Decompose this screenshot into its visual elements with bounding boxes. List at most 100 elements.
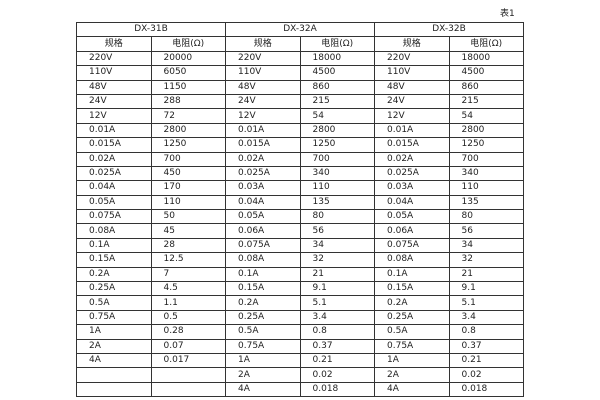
spec-cell: 0.15A <box>225 281 301 297</box>
caption: 表1 <box>500 9 515 19</box>
resistance-cell: 18000 <box>299 50 375 67</box>
resistance-cell: 170 <box>150 180 226 196</box>
resistance-cell: 1250 <box>299 137 375 153</box>
resistance-cell: 215 <box>448 93 524 110</box>
spec-cell: 4A <box>76 352 152 369</box>
resistance-cell: 20000 <box>150 50 226 67</box>
spec-cell: 12V <box>374 108 450 124</box>
data-row: 0.075A 50 0.05A 80 0.05A 80 <box>76 209 524 225</box>
spec-cell: 110V <box>225 65 301 81</box>
resistance-cell: 6050 <box>150 65 226 81</box>
resistance-cell: 110 <box>299 180 375 196</box>
title-row: DX-31B DX-32A DX-32B <box>76 21 524 38</box>
spec-cell: 0.1A <box>225 266 301 283</box>
data-row: 4A 0.018 4A 0.018 <box>76 381 524 398</box>
data-row: 2A 0.02 2A 0.02 <box>76 367 524 383</box>
resistance-cell: 21 <box>448 266 524 283</box>
spec-cell: 0.03A <box>374 180 450 196</box>
resistance-cell: 28 <box>150 237 226 254</box>
resistance-cell: 0.02 <box>448 367 524 383</box>
data-row: 0.02A 700 0.02A 700 0.02A 700 <box>76 151 524 167</box>
spec-cell: 1A <box>225 352 301 369</box>
resistance-cell: 0.21 <box>299 352 375 369</box>
group-title: DX-32B <box>374 21 524 38</box>
spec-cell: 220V <box>76 50 152 67</box>
resistance-cell: 860 <box>448 79 524 95</box>
spec-cell: 0.015A <box>76 137 152 153</box>
data-row: 0.15A 12.5 0.08A 32 0.08A 32 <box>76 252 524 268</box>
spec-cell: 0.03A <box>225 180 301 196</box>
data-row: 0.75A 0.5 0.25A 3.4 0.25A 3.4 <box>76 309 524 326</box>
spec-cell: 2A <box>374 367 450 383</box>
resistance-cell: 0.8 <box>448 324 524 340</box>
spec-cell: 0.25A <box>225 309 301 326</box>
data-row: 0.025A 450 0.025A 340 0.025A 340 <box>76 165 524 182</box>
spec-cell: 48V <box>76 79 152 95</box>
resistance-cell: 0.8 <box>299 324 375 340</box>
resistance-cell <box>150 381 226 398</box>
data-row: 4A 0.017 1A 0.21 1A 0.21 <box>76 352 524 369</box>
spec-cell: 0.5A <box>374 324 450 340</box>
data-row: 1A 0.28 0.5A 0.8 0.5A 0.8 <box>76 324 524 340</box>
spec-cell: 1A <box>374 352 450 369</box>
resistance-cell: 110 <box>448 180 524 196</box>
spec-cell: 0.1A <box>76 237 152 254</box>
resistance-cell: 1150 <box>150 79 226 95</box>
resistance-cell: 56 <box>448 223 524 239</box>
resistance-cell: 12.5 <box>150 252 226 268</box>
resistance-cell: 135 <box>448 194 524 211</box>
spec-cell: 220V <box>225 50 301 67</box>
resistance-cell: 700 <box>299 151 375 167</box>
resistance-cell: 0.018 <box>299 381 375 398</box>
resistance-cell: 45 <box>150 223 226 239</box>
spec-cell: 0.015A <box>225 137 301 153</box>
resistance-cell: 50 <box>150 209 226 225</box>
resistance-cell: 34 <box>448 237 524 254</box>
data-row: 0.1A 28 0.075A 34 0.075A 34 <box>76 237 524 254</box>
resistance-cell: 72 <box>150 108 226 124</box>
resistance-cell: 2800 <box>299 122 375 139</box>
resistance-cell: 9.1 <box>299 281 375 297</box>
data-row: 0.25A 4.5 0.15A 9.1 0.15A 9.1 <box>76 281 524 297</box>
spec-cell: 4A <box>374 381 450 398</box>
spec-cell: 12V <box>76 108 152 124</box>
spec-cell: 0.08A <box>76 223 152 239</box>
spec-cell: 0.075A <box>374 237 450 254</box>
resistance-cell: 7 <box>150 266 226 283</box>
resistance-cell: 110 <box>150 194 226 211</box>
column-header: 规格 <box>76 36 152 52</box>
resistance-cell: 215 <box>299 93 375 110</box>
resistance-cell: 1250 <box>448 137 524 153</box>
spec-cell: 0.025A <box>76 165 152 182</box>
spec-cell: 0.05A <box>76 194 152 211</box>
resistance-cell: 56 <box>299 223 375 239</box>
spec-cell: 110V <box>374 65 450 81</box>
spec-cell: 0.01A <box>374 122 450 139</box>
spec-cell: 0.05A <box>225 209 301 225</box>
resistance-cell: 3.4 <box>299 309 375 326</box>
spec-cell: 0.5A <box>225 324 301 340</box>
spec-cell: 0.04A <box>76 180 152 196</box>
resistance-table: DX-31B DX-32A DX-32B 规格 电阻(Ω) 规格 电阻(Ω) 规格 电阻(Ω) 2… <box>76 21 524 398</box>
header-row: 规格 电阻(Ω) 规格 电阻(Ω) 规格 电阻(Ω) <box>76 36 524 52</box>
spec-cell: 0.08A <box>225 252 301 268</box>
spec-cell: 0.25A <box>76 281 152 297</box>
resistance-cell: 340 <box>448 165 524 182</box>
resistance-cell: 54 <box>448 108 524 124</box>
spec-cell: 0.025A <box>225 165 301 182</box>
data-row: 0.01A 2800 0.01A 2800 0.01A 2800 <box>76 122 524 139</box>
spec-cell: 1A <box>76 324 152 340</box>
column-header: 电阻(Ω) <box>299 36 375 52</box>
resistance-cell: 5.1 <box>299 295 375 311</box>
resistance-cell: 9.1 <box>448 281 524 297</box>
spec-cell <box>76 381 152 398</box>
data-row: 0.5A 1.1 0.2A 5.1 0.2A 5.1 <box>76 295 524 311</box>
data-row: 0.015A 1250 0.015A 1250 0.015A 1250 <box>76 137 524 153</box>
spec-cell: 0.15A <box>76 252 152 268</box>
resistance-cell: 0.28 <box>150 324 226 340</box>
data-row: 0.08A 45 0.06A 56 0.06A 56 <box>76 223 524 239</box>
resistance-cell: 34 <box>299 237 375 254</box>
spec-cell: 110V <box>76 65 152 81</box>
spec-cell: 0.2A <box>374 295 450 311</box>
resistance-cell: 32 <box>448 252 524 268</box>
